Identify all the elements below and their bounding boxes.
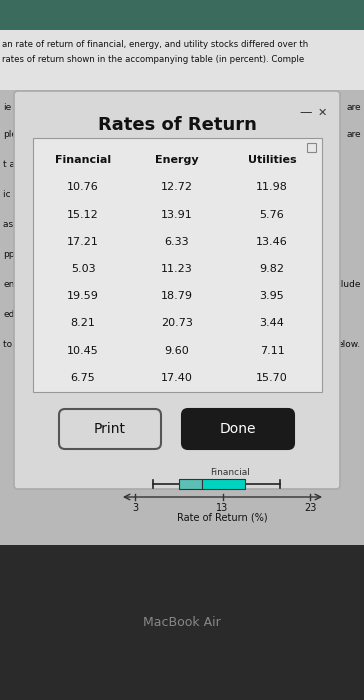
Text: 15.12: 15.12 — [67, 209, 99, 220]
Text: 11.98: 11.98 — [256, 182, 288, 192]
Text: Financial: Financial — [210, 468, 250, 477]
Text: 12.72: 12.72 — [161, 182, 193, 192]
Text: an rate of return of financial, energy, and utility stocks differed over th: an rate of return of financial, energy, … — [2, 40, 308, 49]
Text: 20.73: 20.73 — [161, 318, 193, 328]
FancyBboxPatch shape — [14, 91, 340, 489]
Text: 17.21: 17.21 — [67, 237, 99, 247]
FancyBboxPatch shape — [0, 0, 364, 30]
Text: 11.23: 11.23 — [161, 264, 193, 274]
Text: 6.33: 6.33 — [165, 237, 189, 247]
Text: 17.40: 17.40 — [161, 373, 193, 383]
FancyBboxPatch shape — [0, 90, 364, 700]
Text: ic fo: ic fo — [3, 190, 22, 199]
Text: 10.45: 10.45 — [67, 346, 99, 356]
Text: 13.46: 13.46 — [256, 237, 288, 247]
Text: ple: ple — [3, 130, 17, 139]
Text: 8.21: 8.21 — [71, 318, 95, 328]
FancyBboxPatch shape — [182, 409, 294, 449]
Text: Done: Done — [220, 422, 256, 436]
Text: 13: 13 — [216, 503, 229, 513]
Text: 9.60: 9.60 — [165, 346, 189, 356]
FancyBboxPatch shape — [0, 30, 364, 90]
Text: as n: as n — [3, 220, 22, 229]
Text: 18.79: 18.79 — [161, 291, 193, 301]
Text: 10.76: 10.76 — [67, 182, 99, 192]
Text: eded: eded — [3, 310, 26, 319]
FancyBboxPatch shape — [0, 545, 364, 700]
FancyBboxPatch shape — [33, 138, 322, 392]
Text: 15.70: 15.70 — [256, 373, 288, 383]
Text: 9.82: 9.82 — [260, 264, 285, 274]
Text: 5.03: 5.03 — [71, 264, 95, 274]
Text: 3.95: 3.95 — [260, 291, 284, 301]
Text: Rate of Return (%): Rate of Return (%) — [177, 513, 268, 523]
Text: to su: to su — [3, 340, 25, 349]
Text: elow.: elow. — [338, 340, 361, 349]
Text: 3: 3 — [132, 503, 138, 513]
Text: t at: t at — [3, 160, 19, 169]
FancyBboxPatch shape — [59, 409, 161, 449]
Text: Rates of Return: Rates of Return — [98, 116, 256, 134]
Text: nclude: nclude — [331, 280, 361, 289]
Text: Utilities: Utilities — [248, 155, 296, 165]
Text: 13.91: 13.91 — [161, 209, 193, 220]
Text: 5.76: 5.76 — [260, 209, 284, 220]
FancyBboxPatch shape — [179, 479, 202, 489]
Text: . . .: . . . — [242, 94, 258, 104]
Text: ppro: ppro — [3, 250, 24, 259]
FancyBboxPatch shape — [202, 479, 245, 489]
Text: ✕: ✕ — [317, 108, 327, 118]
Text: ie: ie — [3, 103, 11, 112]
Text: enc: enc — [3, 280, 19, 289]
Text: 7.11: 7.11 — [260, 346, 284, 356]
Text: are: are — [347, 103, 361, 112]
Text: MacBook Air: MacBook Air — [143, 616, 221, 629]
Text: 6.75: 6.75 — [71, 373, 95, 383]
Text: are: are — [347, 130, 361, 139]
Text: rates of return shown in the accompanying table (in percent). Comple: rates of return shown in the accompanyin… — [2, 55, 304, 64]
Text: 19.59: 19.59 — [67, 291, 99, 301]
Text: —: — — [300, 106, 312, 120]
Text: Print: Print — [94, 422, 126, 436]
Text: Financial: Financial — [55, 155, 111, 165]
Text: 23: 23 — [304, 503, 316, 513]
Text: 3.44: 3.44 — [260, 318, 284, 328]
Text: Energy: Energy — [155, 155, 199, 165]
